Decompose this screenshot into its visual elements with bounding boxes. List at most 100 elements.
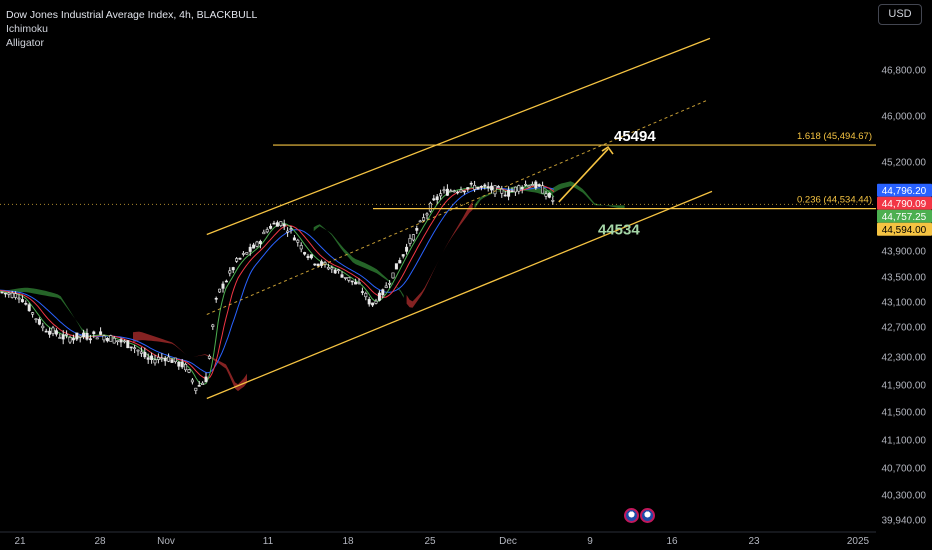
candle-body <box>289 228 293 230</box>
candle-body <box>503 194 507 197</box>
candle-body <box>129 346 133 349</box>
candle-body <box>31 312 35 315</box>
candle-body <box>425 213 429 216</box>
candle-body <box>316 263 320 266</box>
channel-lower-line <box>206 190 713 400</box>
candle-body <box>296 239 300 243</box>
ichimoku-cloud-bear <box>133 331 247 392</box>
candle-body <box>282 223 286 227</box>
time-tick-label: 11 <box>263 536 274 547</box>
price-tag-label: 44,796.20 <box>882 186 927 197</box>
candle-body <box>44 330 48 333</box>
candle-body <box>309 254 313 259</box>
time-axis[interactable]: 21 28 Nov 11 18 25 Dec 9 16 23 2025 <box>0 531 876 547</box>
price-tag-label: 44,594.00 <box>882 225 927 236</box>
candle-body <box>381 289 385 296</box>
price-axis[interactable]: 46,800.0046,000.0045,200.0044,400.0043,9… <box>876 0 932 532</box>
candle-body <box>547 192 551 198</box>
candle-body <box>537 184 541 187</box>
candle-body <box>507 189 511 197</box>
candle-body <box>343 277 347 279</box>
candle-body <box>214 297 218 300</box>
price-tick-label: 41,100.00 <box>882 436 927 447</box>
price-tick-label: 41,900.00 <box>882 381 927 392</box>
candle-body <box>388 283 392 285</box>
price-tag-label: 44,790.09 <box>882 199 927 210</box>
candle-body <box>354 281 358 285</box>
candle-body <box>245 252 249 255</box>
price-tick-label: 39,940.00 <box>882 516 927 527</box>
candle-body <box>473 185 477 190</box>
alligator-teeth-line <box>0 185 555 380</box>
ichimoku-cloud <box>0 181 625 392</box>
candle-body <box>422 217 426 221</box>
candle-body <box>367 299 371 305</box>
candle-body <box>360 291 364 293</box>
time-tick-label: Dec <box>499 536 517 547</box>
candle-body <box>527 185 531 188</box>
candle-body <box>337 269 341 272</box>
candle-body <box>231 267 235 271</box>
candle-body <box>530 184 534 186</box>
candle-body <box>350 280 354 283</box>
candle-body <box>156 357 160 360</box>
candle-body <box>167 356 171 362</box>
candle-body <box>405 246 409 252</box>
us-flag-event-icon[interactable] <box>624 508 639 523</box>
candle-body <box>24 303 28 305</box>
currency-button[interactable]: USD <box>878 4 922 25</box>
time-tick-label: Nov <box>157 536 175 547</box>
time-tick-label: 16 <box>666 536 678 547</box>
candle-body <box>51 327 55 334</box>
candle-body <box>292 237 296 241</box>
candle-body <box>61 334 65 340</box>
candle-body <box>445 188 449 196</box>
candle-body <box>415 228 419 231</box>
candle-body <box>269 225 273 229</box>
symbol-title[interactable]: Dow Jones Industrial Average Index, 4h, … <box>6 9 258 21</box>
annotation-labels: 45494 44534 1.618 (45,494.67) 0.236 (44,534… <box>598 128 872 239</box>
candle-body <box>54 330 58 335</box>
candle-body <box>116 340 120 342</box>
candle-body <box>122 340 126 343</box>
candle-body <box>333 269 337 274</box>
candle-body <box>68 336 72 343</box>
candle-body <box>347 277 351 281</box>
candle-body <box>377 292 381 301</box>
candle-body <box>432 198 436 201</box>
price-tag <box>877 222 932 236</box>
candle-body <box>442 189 446 192</box>
candle-body <box>99 331 103 335</box>
candle-body <box>303 252 307 255</box>
candle-body <box>340 274 344 278</box>
candle-body <box>218 288 222 293</box>
candle-body <box>207 355 211 359</box>
indicator-ichimoku[interactable]: Ichimoku <box>6 23 49 35</box>
price-tags: 44,796.20 44,790.09 44,757.25 44,594.00 <box>877 183 932 236</box>
candle-body <box>221 283 225 289</box>
candle-body <box>190 379 194 383</box>
candle-body <box>479 185 483 188</box>
alligator-lips-line <box>0 183 555 385</box>
candle-body <box>490 185 494 191</box>
candle-body <box>27 304 31 312</box>
us-flag-event-icon[interactable] <box>640 508 655 523</box>
candle-body <box>534 181 538 189</box>
trend-drawings[interactable] <box>0 37 876 400</box>
candle-body <box>524 183 528 186</box>
candle-body <box>391 272 395 279</box>
candle-body <box>459 189 463 193</box>
candle-body <box>279 221 283 226</box>
ichimoku-cloud-bull <box>313 224 404 298</box>
candle-body <box>65 334 69 336</box>
candle-body <box>364 293 368 298</box>
candle-body <box>119 339 123 343</box>
candle-body <box>20 299 24 303</box>
candle-body <box>513 186 517 193</box>
candle-body <box>394 263 398 270</box>
candle-body <box>286 230 290 233</box>
candle-body <box>7 292 11 295</box>
indicator-alligator[interactable]: Alligator <box>6 37 44 49</box>
candle-body <box>143 351 147 358</box>
